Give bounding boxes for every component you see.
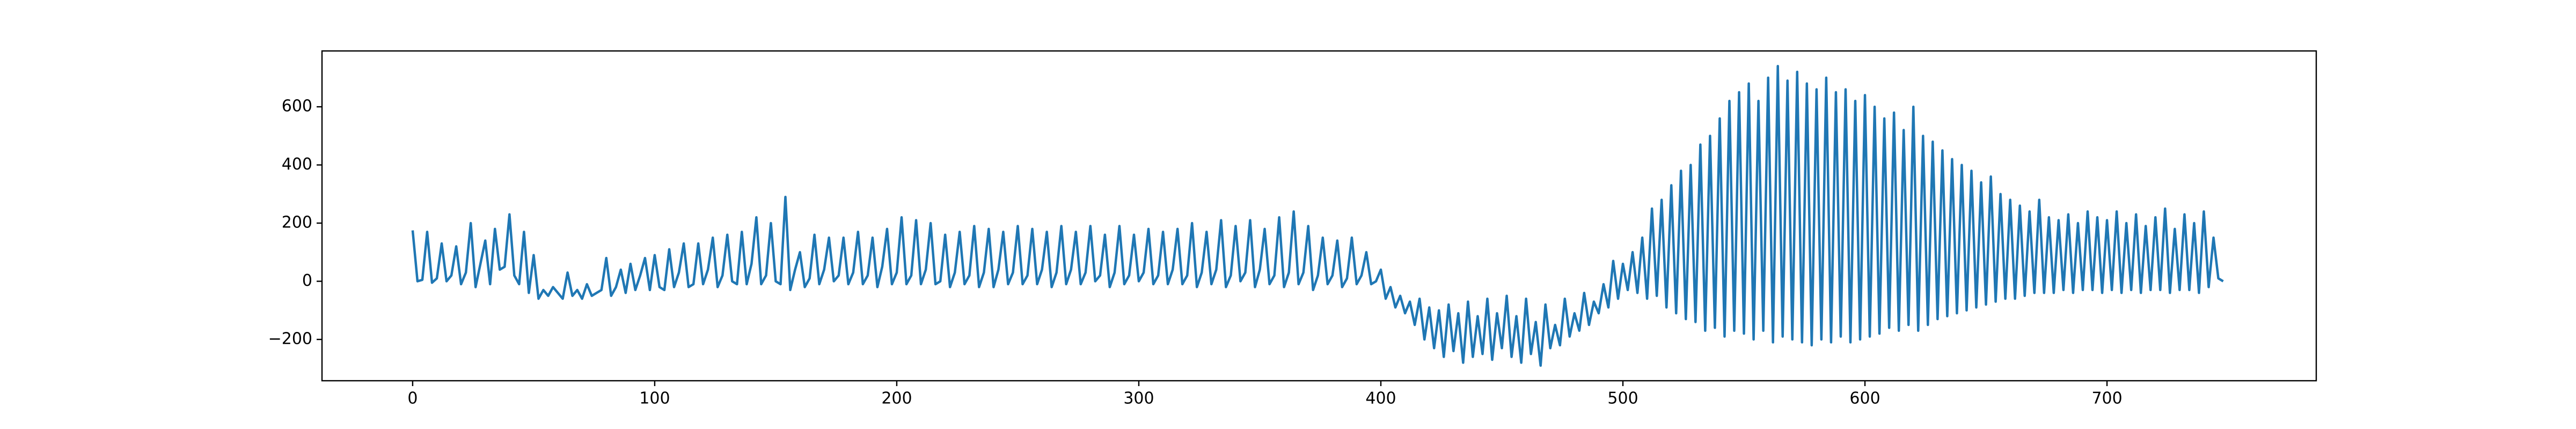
y-tick-label: 200	[282, 213, 312, 232]
y-tick-label: −200	[268, 329, 312, 348]
x-tick-label: 400	[1365, 389, 1396, 408]
x-tick-label: 700	[2091, 389, 2122, 408]
data-line	[411, 64, 2224, 367]
x-tick-label: 600	[1849, 389, 1880, 408]
x-tick-label: 300	[1123, 389, 1154, 408]
x-tick-label: 200	[881, 389, 912, 408]
y-tick-label: 0	[302, 271, 312, 290]
x-tick-label: 0	[407, 389, 418, 408]
x-tick-label: 100	[639, 389, 670, 408]
y-tick-label: 600	[282, 97, 312, 116]
plot-frame	[321, 50, 2317, 382]
x-tick-label: 500	[1607, 389, 1638, 408]
y-tick-label: 400	[282, 155, 312, 174]
